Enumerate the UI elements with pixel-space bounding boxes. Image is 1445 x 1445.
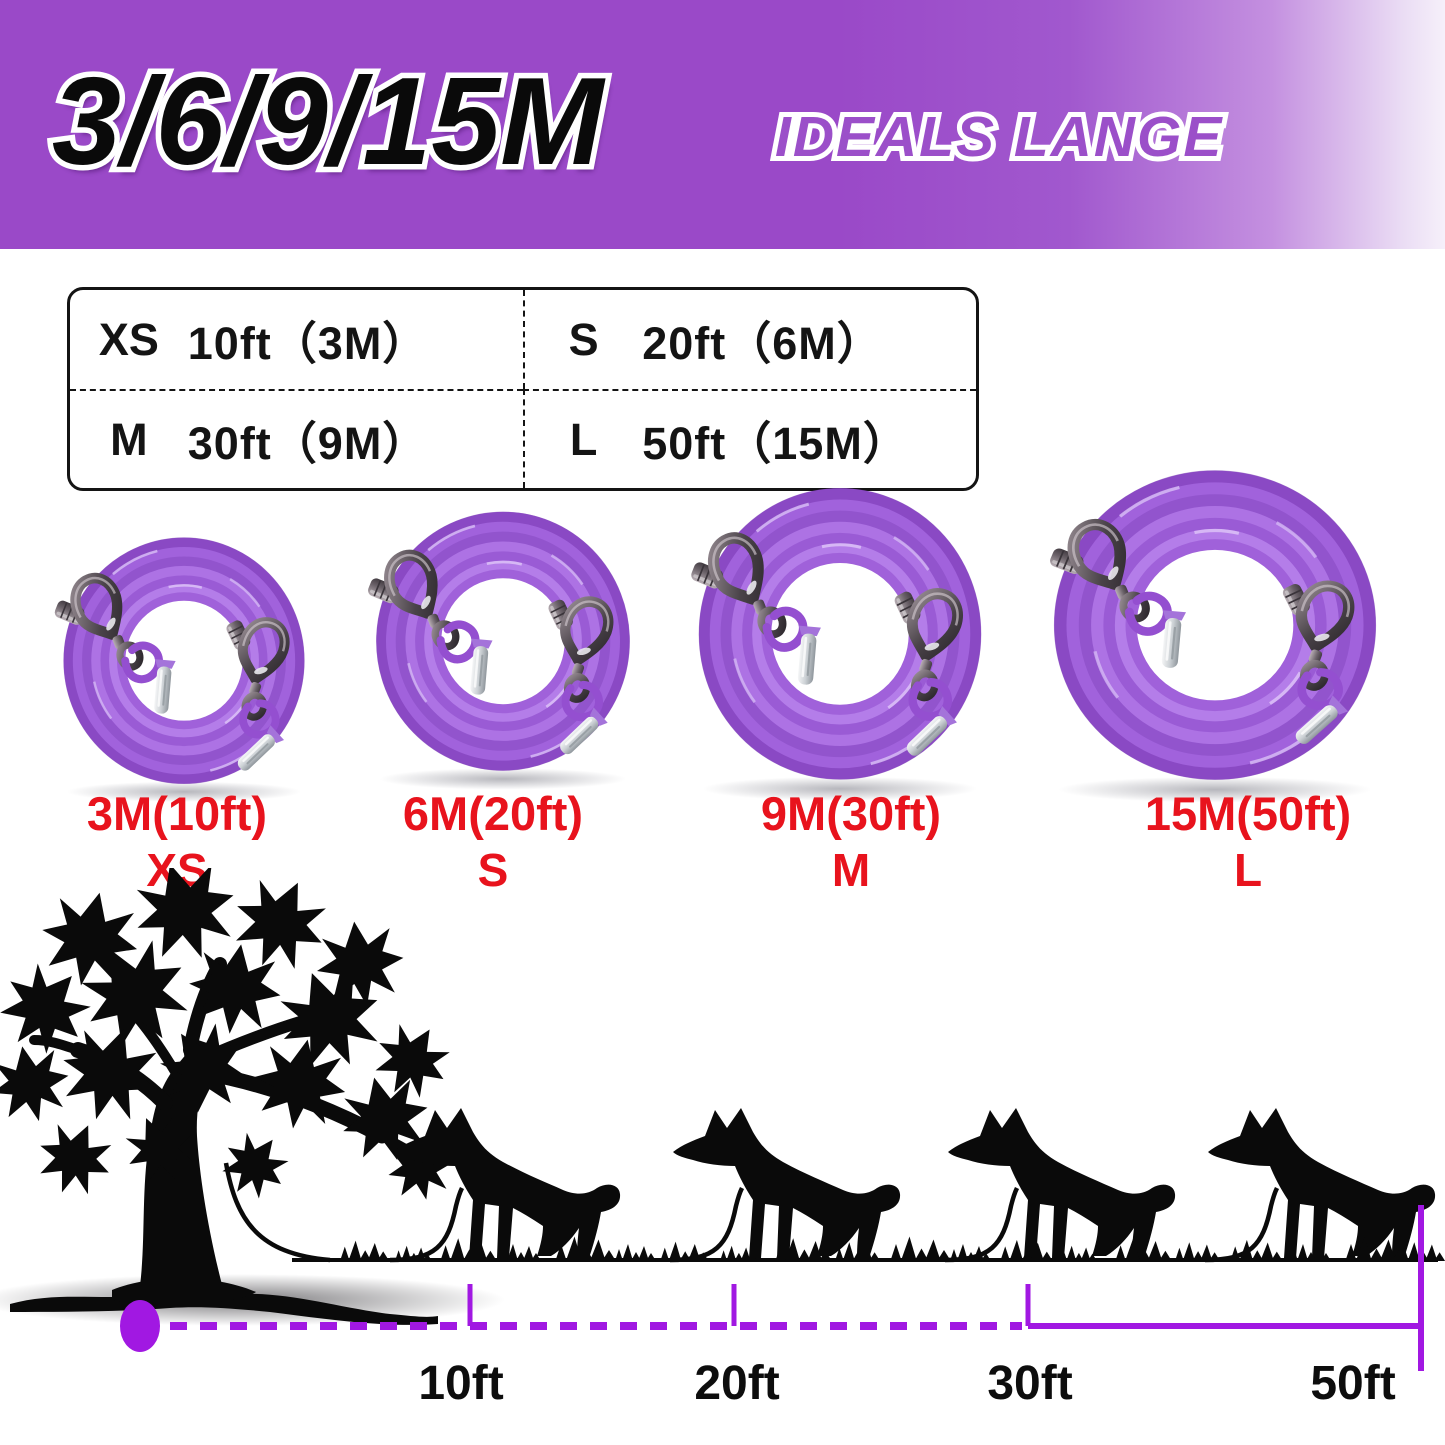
cable-coil-s-graphic bbox=[362, 508, 644, 796]
distance-label-10ft: 10ft bbox=[418, 1357, 504, 1410]
cable-label-m: 9M(30ft) M bbox=[761, 790, 941, 893]
size-length: 30ft（9M） bbox=[187, 418, 429, 469]
size-name: S bbox=[568, 313, 599, 365]
size-table: XS 10ft（3M） S 20ft（6M） M 30ft（9M） L 50ft… bbox=[67, 287, 979, 491]
page-subtitle: IDEALS LANGE IDEALS LANGE bbox=[770, 100, 1255, 194]
dog-icon bbox=[673, 1108, 901, 1258]
cable-length-label: 3M(10ft) bbox=[86, 787, 268, 840]
page-title-outline: 3/6/9/15M bbox=[46, 48, 608, 197]
cable-ring-icon bbox=[1036, 466, 1394, 810]
cable-length-label: 15M(50ft) bbox=[1144, 787, 1352, 840]
cable-coil-l-graphic bbox=[1036, 466, 1394, 810]
dog-icon bbox=[948, 1108, 1176, 1258]
size-table-cell-s: S 20ft（6M） bbox=[523, 290, 976, 389]
distance-label-50ft: 50ft bbox=[1310, 1357, 1396, 1410]
size-length: 20ft（6M） bbox=[642, 318, 883, 369]
cable-coil-m-graphic bbox=[683, 484, 997, 808]
size-table-cell-l: L 50ft（15M） bbox=[523, 389, 976, 488]
size-table-cell-m: M 30ft（9M） bbox=[70, 389, 523, 488]
distance-label-30ft: 30ft bbox=[987, 1357, 1073, 1410]
size-table-cell-xs: XS 10ft（3M） bbox=[70, 290, 523, 389]
cable-length-label: 9M(30ft) bbox=[760, 787, 942, 840]
size-length: 50ft（15M） bbox=[642, 418, 909, 469]
ruler-dot bbox=[120, 1300, 160, 1352]
cable-size-label: M bbox=[831, 844, 871, 896]
cable-label-s: 6M(20ft) S bbox=[403, 790, 583, 893]
page-title-text: 3/6/9/15M bbox=[52, 53, 604, 191]
page-subtitle-outline: IDEALS LANGE bbox=[770, 100, 1226, 174]
cable-size-label: S bbox=[477, 844, 509, 896]
dog-icons bbox=[393, 1108, 1436, 1258]
cable-label-xs: 3M(10ft) XS bbox=[87, 790, 267, 893]
tree-icon bbox=[0, 868, 462, 1325]
ruler-graphic bbox=[120, 1205, 1424, 1371]
size-name: M bbox=[110, 413, 148, 465]
cable-length-label: 6M(20ft) bbox=[402, 787, 584, 840]
distance-label-20ft: 20ft bbox=[694, 1357, 780, 1410]
cable-label-l: 15M(50ft) L bbox=[1145, 790, 1351, 893]
range-scene bbox=[0, 868, 1445, 1371]
tree-leaves-icon bbox=[0, 868, 462, 1210]
page-title: 3/6/9/15M 3/6/9/15M bbox=[46, 48, 772, 218]
top-banner: 3/6/9/15M 3/6/9/15M IDEALS LANGE IDEALS … bbox=[0, 0, 1445, 249]
size-length: 10ft（3M） bbox=[187, 318, 429, 369]
cable-coil-xs-graphic bbox=[50, 534, 318, 808]
cable-size-label: L bbox=[1233, 844, 1263, 896]
page-subtitle-text: IDEALS LANGE bbox=[775, 105, 1224, 169]
dog-icon bbox=[1208, 1108, 1436, 1258]
size-name: L bbox=[569, 413, 598, 465]
size-name: XS bbox=[98, 313, 159, 365]
